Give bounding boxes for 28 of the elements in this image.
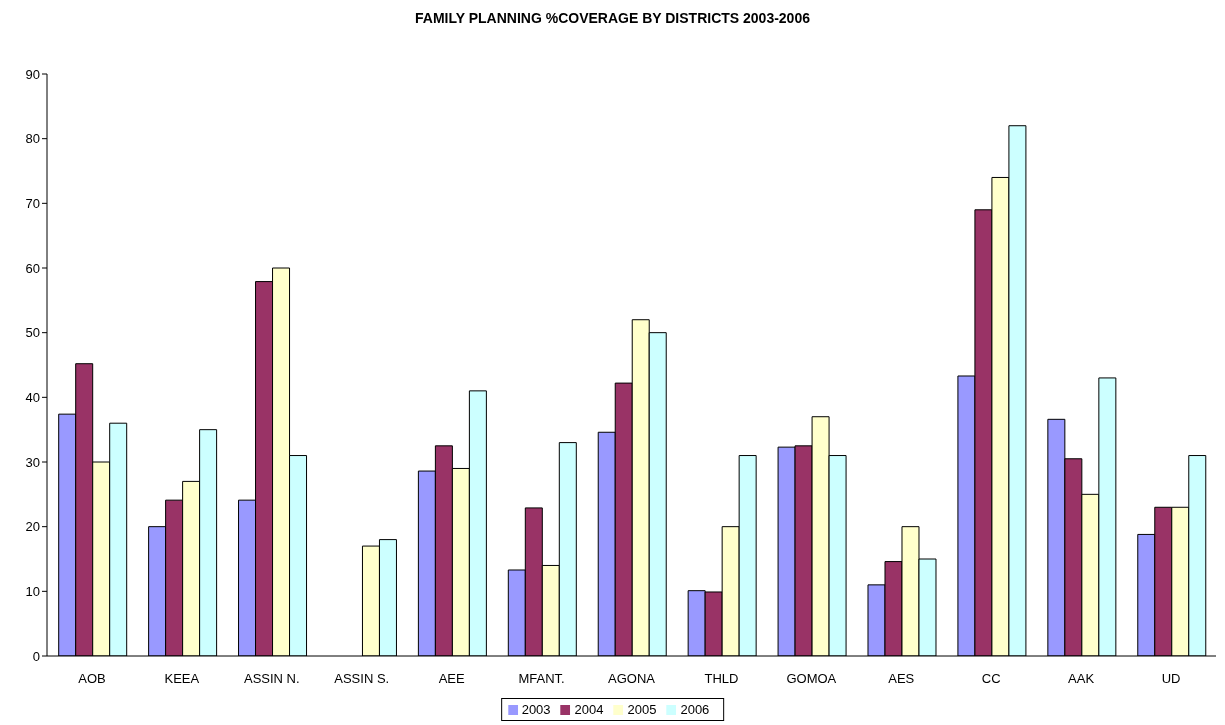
y-tick-label: 80 bbox=[25, 131, 40, 147]
x-tick-label: THLD bbox=[704, 671, 739, 687]
x-tick-label: ASSIN N. bbox=[244, 671, 300, 687]
legend-label: 2003 bbox=[521, 702, 551, 717]
x-tick-label: AAK bbox=[1068, 671, 1095, 687]
legend-label: 2005 bbox=[627, 702, 657, 717]
y-tick-label: 20 bbox=[25, 519, 40, 535]
y-tick-label: 90 bbox=[25, 66, 40, 82]
x-tick-label: KEEA bbox=[164, 671, 200, 687]
x-tick-label: AGONA bbox=[608, 671, 656, 687]
x-tick-label: GOMOA bbox=[786, 671, 837, 687]
y-tick-label: 40 bbox=[25, 389, 40, 405]
x-tick-label: UD bbox=[1161, 671, 1181, 687]
x-tick-label: AES bbox=[888, 671, 915, 687]
x-tick-label: CC bbox=[981, 671, 1001, 687]
y-tick-label: 50 bbox=[25, 325, 40, 341]
y-tick-label: 30 bbox=[25, 454, 40, 470]
chart-title: FAMILY PLANNING %COVERAGE BY DISTRICTS 2003-2006 bbox=[414, 10, 811, 26]
x-tick-label: ASSIN S. bbox=[334, 671, 390, 687]
y-tick-label: 10 bbox=[25, 583, 40, 599]
x-tick-label: AOB bbox=[78, 671, 106, 687]
x-tick-label: AEE bbox=[438, 671, 465, 687]
y-tick-label: 70 bbox=[25, 195, 40, 211]
legend-label: 2004 bbox=[574, 702, 604, 717]
y-tick-label: 0 bbox=[32, 648, 40, 664]
legend-label: 2006 bbox=[680, 702, 710, 717]
x-tick-label: MFANT. bbox=[518, 671, 565, 687]
y-tick-label: 60 bbox=[25, 260, 40, 276]
